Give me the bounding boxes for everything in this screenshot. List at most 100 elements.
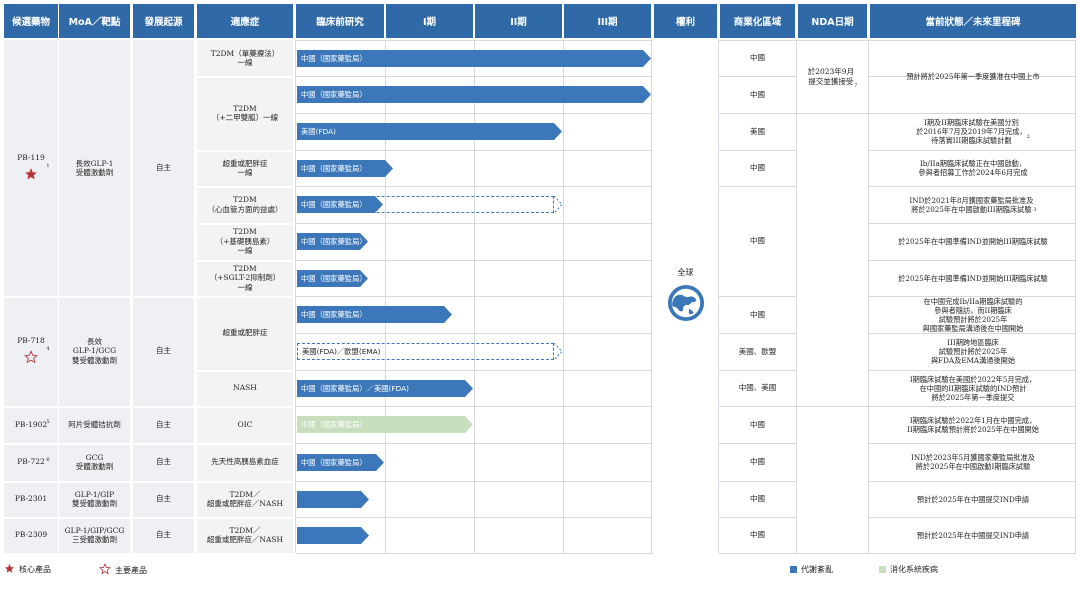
moa-cell: 長效GLP-1 受體激動劑 <box>75 158 114 177</box>
arrow-head <box>361 527 369 544</box>
arrow-head <box>465 380 473 397</box>
arrow-head <box>361 491 369 508</box>
candidate-cell: PB-2301 <box>4 481 58 517</box>
commercial-cell: 美國、歐盟 <box>738 346 777 356</box>
candidate-cell: PB-1902 5 <box>4 406 58 443</box>
row-line <box>869 150 1076 151</box>
status-text: 預計將於2025年第一季度獲准在中國上市 <box>906 72 1040 81</box>
phase-divider <box>295 40 296 553</box>
candidate-name: PB-718 <box>17 336 45 346</box>
commercial-cell: 中國 <box>750 494 765 504</box>
footnote-ref: 6 <box>46 456 50 463</box>
header-col6: I期 <box>386 4 473 38</box>
row-line <box>869 260 1076 261</box>
header-col7: II期 <box>475 4 562 38</box>
commercial-cell: 中國 <box>750 53 765 63</box>
row-line <box>296 40 653 41</box>
bar-label: 美國(FDA) <box>301 126 336 136</box>
candidate-cell: PB-2309 <box>4 517 58 553</box>
commercial-cell: 美國 <box>750 126 765 136</box>
row-line <box>719 150 797 151</box>
origin-cell: 自主 <box>156 419 171 429</box>
row-line <box>719 406 797 407</box>
bar-label: 中國（國家藥監局） <box>301 419 367 429</box>
header-col2: MoA／靶點 <box>59 4 130 38</box>
legend-core: 核心產品 <box>4 563 51 576</box>
status-text: 在中國完成Ib/IIa期臨床試驗的 參與者隨訪，而II期臨床 試驗預計將於202… <box>922 296 1024 333</box>
separator <box>197 517 293 519</box>
status-text: III期跨地區臨床 試驗預計將於2025年 與FDA及EMA溝通後開始 <box>930 338 1016 365</box>
commercial-cell: 中國 <box>750 457 765 467</box>
row-line <box>296 406 653 407</box>
progress-bar: 中國（國家藥監局） <box>297 160 385 177</box>
row-line <box>869 443 1076 444</box>
status-text: 於2025年在中國準備IND並開始III期臨床試驗 <box>898 273 1048 283</box>
progress-bar: 中國（國家藥監局） <box>297 416 465 433</box>
origin-cell: 自主 <box>156 457 171 467</box>
progress-bar: 中國（國家藥監局） <box>297 196 375 213</box>
status-text: Ib/IIa期臨床試驗正在中國啟動， 參與者招募工作於2024年6月完成 <box>918 159 1028 177</box>
progress-bar: 美國(FDA)／歐盟(EMA) <box>297 343 554 360</box>
outline-star-icon <box>24 349 38 366</box>
row-line <box>719 186 797 187</box>
filled-star-icon <box>4 563 15 576</box>
progress-bar <box>297 491 361 508</box>
row-line <box>719 296 797 297</box>
swatch <box>879 566 886 573</box>
legend-major: 主要產品 <box>99 562 147 577</box>
row-line <box>296 223 653 224</box>
origin-cell: 自主 <box>156 530 171 540</box>
status-cell: Ib/IIa期臨床試驗正在中國啟動， 參與者招募工作於2024年6月完成 <box>870 150 1076 186</box>
commercial-cell: 中國 <box>750 163 765 173</box>
bar-label: 中國（國家藥監局） <box>301 163 367 173</box>
indication-cell: T2DM／ 超重或肥胖症／NASH <box>206 525 284 544</box>
rights-cell: 全球 <box>654 40 717 553</box>
row-line <box>719 76 797 77</box>
footnote-ref: 7 <box>854 82 858 89</box>
status-cell: 於2025年在中國準備IND並開始III期臨床試驗 <box>870 260 1076 296</box>
arrow-head <box>643 50 651 67</box>
row-line <box>869 517 1076 518</box>
status-text: 於2025年在中國準備IND並開始III期臨床試驗 <box>898 237 1048 246</box>
arrow-head <box>643 86 651 103</box>
filled-star-icon <box>24 167 38 183</box>
row-line <box>869 406 1076 407</box>
header-col1: 候選藥物 <box>4 4 58 38</box>
header-col11: NDA日期 <box>798 4 867 38</box>
indication-cell: T2DM （心血管方面的益處） <box>207 195 283 214</box>
arrow-head <box>444 306 452 323</box>
origin-cell: 自主 <box>156 346 171 356</box>
row-line <box>869 296 1076 297</box>
row-line <box>719 370 797 371</box>
row-line <box>797 553 869 554</box>
commercial-cell: 中國 <box>750 309 765 319</box>
commercial-cell: 中國 <box>750 419 765 429</box>
status-text: 預計於2025年在中國提交IND申請 <box>916 494 1030 504</box>
outline-star-icon <box>99 562 111 577</box>
candidate-name: PB-1902 <box>14 419 48 429</box>
row-line <box>296 150 653 151</box>
separator <box>197 481 293 483</box>
commercial-cell: 中國 <box>750 89 765 99</box>
separator <box>197 186 293 188</box>
indication-cell: T2DM （+二甲雙胍）一線 <box>211 103 279 122</box>
separator <box>197 150 293 152</box>
row-line <box>719 40 797 41</box>
status-cell: 預計將於2025年第一季度獲准在中國上市 <box>870 40 1076 113</box>
indication-cell: T2DM（單藥療法） 一線 <box>210 48 280 67</box>
progress-bar: 中國（國家藥監局） <box>297 454 376 471</box>
candidate-cell: PB-722 6 <box>4 443 58 481</box>
row-line <box>797 406 869 407</box>
progress-bar: 中國（國家藥監局） <box>297 50 643 67</box>
row-line <box>719 333 797 334</box>
moa-cell: 長效 GLP-1/GCG 雙受體激動劑 <box>72 336 117 365</box>
column-divider <box>718 40 719 553</box>
origin-cell: 自主 <box>156 494 171 504</box>
separator <box>197 406 293 408</box>
row-line <box>869 481 1076 482</box>
status-text: IND於2021年8月獲國家藥監局批准及 將於2025年在中國啟動III期臨床試… <box>909 195 1034 214</box>
row-line <box>296 296 653 297</box>
indication-cell: 先天性高胰島素血症 <box>211 457 279 467</box>
column-divider <box>868 40 869 553</box>
commercial-cell: 中國 <box>750 236 765 246</box>
